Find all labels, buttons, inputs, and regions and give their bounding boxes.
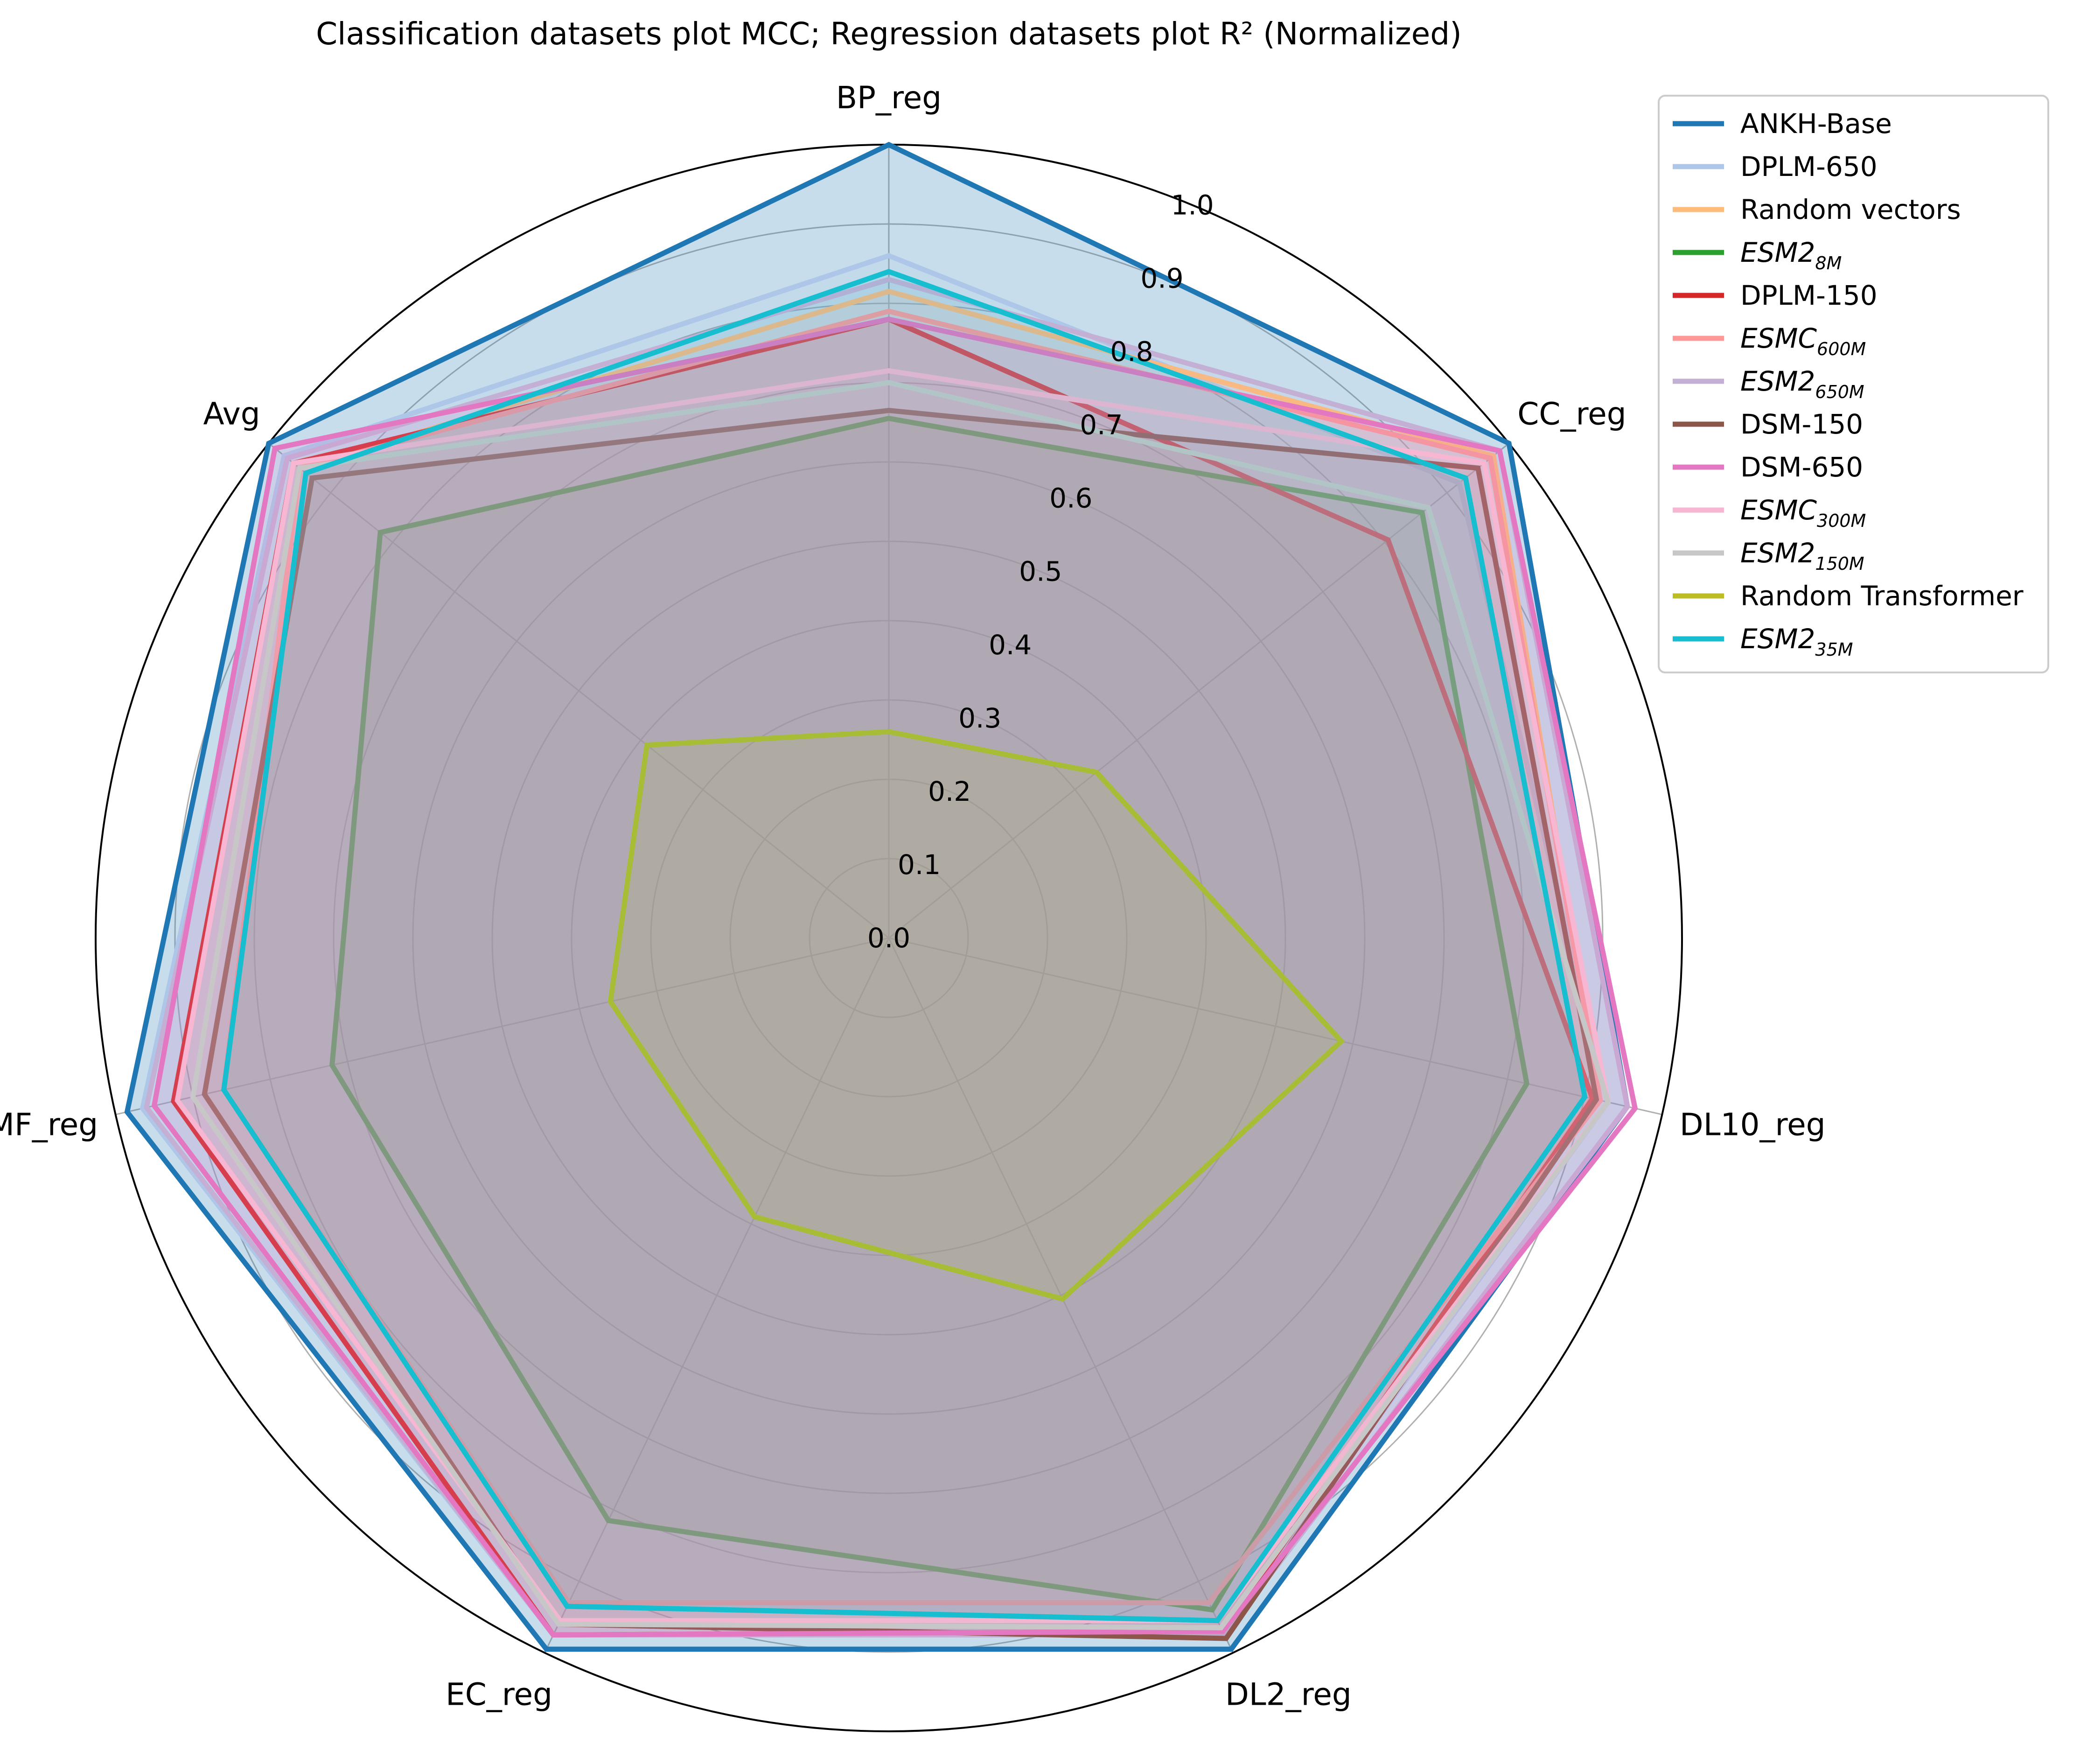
series-polygon (607, 729, 1345, 1302)
series-polygon (221, 308, 1603, 1605)
legend: ANKH-Base DPLM-650 Random vectors ESM28M DPL… (1658, 95, 2049, 673)
radial-tick-label: 0.1 (898, 849, 941, 881)
axis-label: CC_reg (1517, 396, 1626, 432)
legend-entry: ESMC300M (1740, 494, 1866, 531)
radial-tick-label: 0.2 (928, 776, 971, 807)
legend-entry: ESM2150M (1740, 537, 1864, 574)
grid-spoke (268, 442, 889, 939)
legend-entry: DPLM-650 (1740, 151, 1878, 182)
radial-tick-label: 0.5 (1019, 556, 1062, 588)
axis-label: DL10_reg (1680, 1107, 1826, 1143)
series-polygon (329, 415, 1530, 1613)
legend-entry: Random Transformer (1740, 580, 2024, 612)
grid-spoke (888, 442, 1510, 939)
legend-entry: DSM-150 (1740, 408, 1863, 440)
radial-tick-label: 0.7 (1080, 409, 1123, 441)
series-polygon (190, 380, 1611, 1631)
legend-entry: Random vectors (1740, 194, 1961, 225)
legend-entry: ANKH-Base (1740, 108, 1892, 140)
axis-labels: BP_reg CC_reg DL10_reg DL2_reg EC_reg MF_reg A… (0, 80, 1826, 1713)
legend-entry: ESM28M (1740, 237, 1842, 273)
axis-label: DL2_reg (1225, 1677, 1352, 1713)
axis-label: BP_reg (836, 80, 942, 116)
radial-tick-label: 1.0 (1171, 189, 1214, 221)
legend-entry: ESM235M (1740, 623, 1853, 660)
series-polygon (174, 368, 1611, 1624)
legend-entry: ESMC600M (1740, 322, 1866, 359)
radial-tick-label: 0.9 (1140, 263, 1183, 294)
series-polygon (151, 316, 1638, 1638)
series-polygon (221, 269, 1588, 1624)
radial-tick-label: 0.4 (989, 629, 1032, 661)
axis-label: MF_reg (0, 1107, 98, 1143)
series-polygon (124, 141, 1630, 1652)
radial-tick-label: 0.3 (958, 702, 1001, 734)
chart-title: Classification datasets plot MCC; Regres… (316, 16, 1462, 52)
legend-entry: ESM2650M (1740, 365, 1864, 402)
grid-spoke (888, 938, 1234, 1653)
legend-box (1658, 95, 2049, 673)
legend-entry: DSM-650 (1740, 451, 1863, 483)
grid-spoke (115, 937, 889, 1115)
radial-tick-label: 0.8 (1110, 336, 1153, 368)
radial-tick-label: 0.6 (1049, 483, 1092, 514)
radar-series (124, 141, 1638, 1652)
axis-label: EC_reg (446, 1677, 552, 1713)
grid-spoke (888, 937, 1662, 1115)
axis-label: Avg (203, 396, 260, 432)
grid-spoke (544, 938, 890, 1653)
radial-tick-label: 0.0 (867, 922, 910, 954)
legend-entry: DPLM-150 (1740, 280, 1878, 311)
radial-tick-labels: 0.0 0.1 0.2 0.3 0.4 0.5 0.6 0.7 0.8 0.9 1.0 (867, 189, 1214, 954)
